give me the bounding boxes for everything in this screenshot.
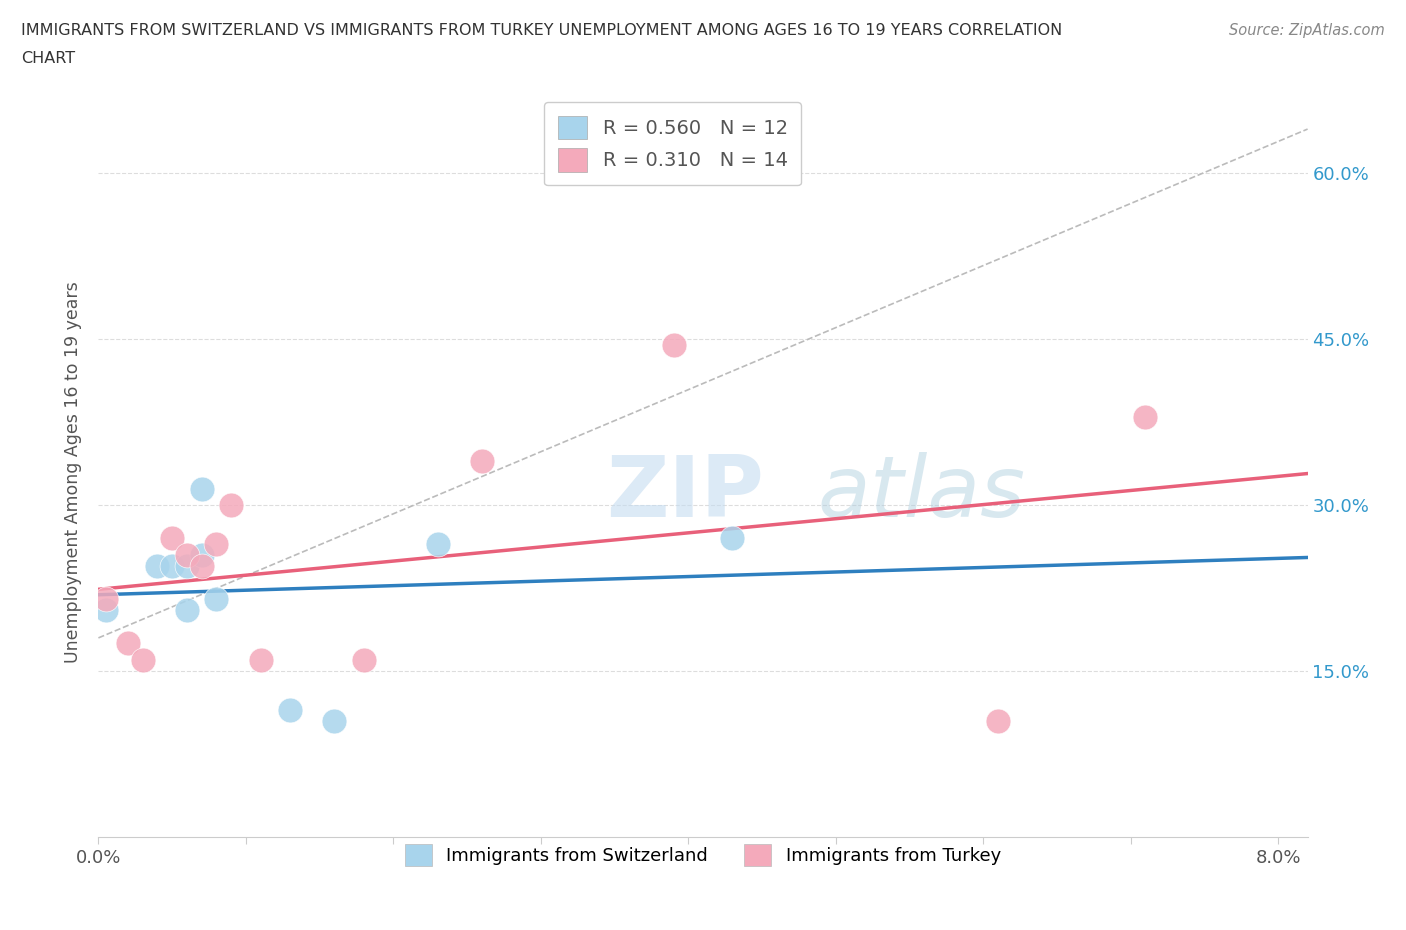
Point (117, 636, 139, 651)
Point (219, 498, 242, 512)
Point (176, 548, 198, 563)
Text: CHART: CHART (21, 51, 75, 66)
Point (160, 559, 183, 574)
Point (190, 548, 212, 563)
Point (721, 531, 744, 546)
Text: ZIP: ZIP (606, 452, 763, 536)
Point (205, 537, 228, 551)
Point (249, 653, 271, 668)
Point (176, 559, 198, 574)
Point (160, 531, 183, 546)
Legend: Immigrants from Switzerland, Immigrants from Turkey: Immigrants from Switzerland, Immigrants … (396, 835, 1010, 875)
Point (131, 653, 153, 668)
Y-axis label: Unemployment Among Ages 16 to 19 years: Unemployment Among Ages 16 to 19 years (65, 281, 83, 663)
Point (987, 713, 1010, 728)
Point (1135, 409, 1157, 424)
Text: atlas: atlas (818, 452, 1026, 536)
Point (662, 338, 685, 352)
Text: IMMIGRANTS FROM SWITZERLAND VS IMMIGRANTS FROM TURKEY UNEMPLOYMENT AMONG AGES 16: IMMIGRANTS FROM SWITZERLAND VS IMMIGRANT… (21, 23, 1063, 38)
Point (426, 537, 449, 551)
Point (205, 591, 228, 606)
Point (323, 713, 346, 728)
Point (190, 481, 212, 496)
Point (94, 591, 117, 606)
Point (190, 559, 212, 574)
Point (471, 454, 494, 469)
Point (146, 559, 169, 574)
Point (353, 653, 375, 668)
Text: Source: ZipAtlas.com: Source: ZipAtlas.com (1229, 23, 1385, 38)
Point (176, 603, 198, 618)
Point (278, 702, 301, 717)
Point (94, 603, 117, 618)
